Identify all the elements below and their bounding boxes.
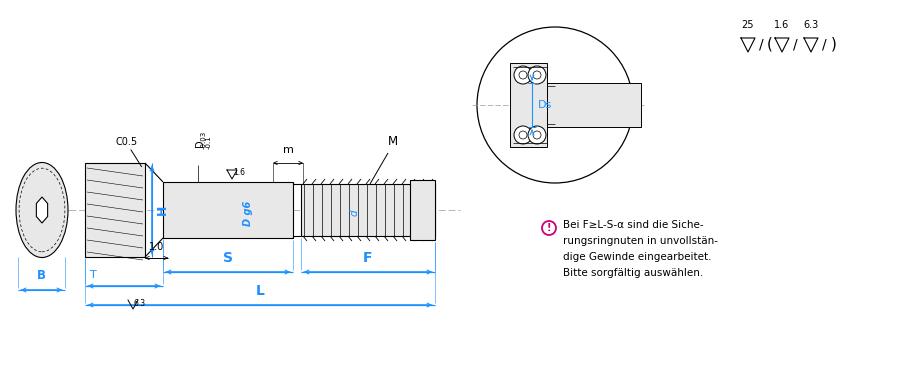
Text: -0.03: -0.03 <box>201 131 207 149</box>
Circle shape <box>514 66 532 84</box>
Text: D: D <box>195 139 205 147</box>
Text: B: B <box>37 269 46 282</box>
Circle shape <box>477 27 633 183</box>
Text: !: ! <box>547 223 551 233</box>
Polygon shape <box>510 63 547 147</box>
Text: S: S <box>223 251 233 265</box>
Polygon shape <box>37 197 48 223</box>
Text: H: H <box>156 205 169 215</box>
Polygon shape <box>163 182 293 238</box>
Text: C0.5: C0.5 <box>115 137 142 167</box>
Text: T: T <box>90 270 97 280</box>
Polygon shape <box>547 83 641 127</box>
Text: /: / <box>793 37 797 51</box>
Text: 6.3: 6.3 <box>134 299 146 308</box>
Text: L: L <box>256 284 264 298</box>
Text: m: m <box>283 145 294 155</box>
Text: (: ( <box>767 37 773 52</box>
Text: 25: 25 <box>742 20 754 30</box>
Polygon shape <box>85 163 145 257</box>
Text: /: / <box>759 37 763 51</box>
Text: M: M <box>388 135 398 148</box>
Polygon shape <box>301 184 435 236</box>
Text: 6.3: 6.3 <box>804 20 819 30</box>
Polygon shape <box>410 180 435 240</box>
Text: d: d <box>350 210 360 216</box>
Text: rungsringnuten in unvollstän-: rungsringnuten in unvollstän- <box>563 236 718 246</box>
Circle shape <box>528 66 546 84</box>
Circle shape <box>514 126 532 144</box>
Circle shape <box>528 126 546 144</box>
Text: 1.6: 1.6 <box>233 168 245 177</box>
Text: /: / <box>822 37 827 51</box>
Text: Bitte sorgfältig auswählen.: Bitte sorgfältig auswählen. <box>563 268 703 278</box>
Text: -0.1: -0.1 <box>206 135 212 149</box>
Text: F: F <box>364 251 373 265</box>
Text: 1.0: 1.0 <box>149 242 164 252</box>
Text: dige Gewinde eingearbeitet.: dige Gewinde eingearbeitet. <box>563 252 711 262</box>
Circle shape <box>542 221 556 235</box>
Text: D g6: D g6 <box>243 200 253 225</box>
Ellipse shape <box>16 163 68 258</box>
Text: 1.6: 1.6 <box>774 20 789 30</box>
Text: Bei F≥L-S-α sind die Siche-: Bei F≥L-S-α sind die Siche- <box>563 220 704 230</box>
Text: ): ) <box>831 37 837 52</box>
Text: Ds: Ds <box>538 100 552 110</box>
